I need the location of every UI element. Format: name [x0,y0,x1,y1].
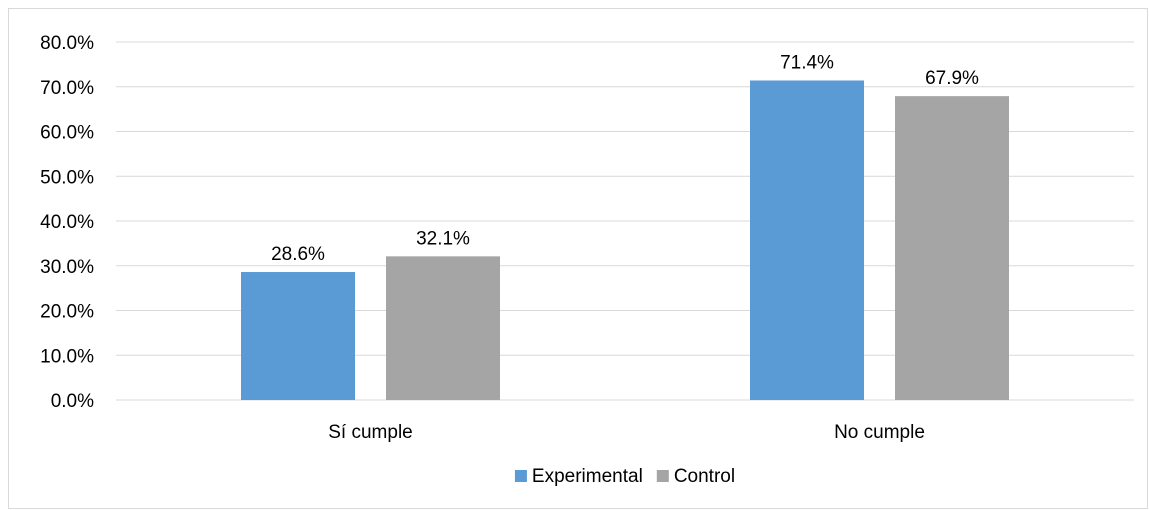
data-labels: 28.6% 32.1% 71.4% 67.9% [271,52,979,265]
legend-label-experimental: Experimental [532,466,643,487]
y-axis-ticks: 0.0% 10.0% 20.0% 30.0% 40.0% 50.0% 60.0% 70.0% 8… [40,33,94,412]
x-tick-label: Sí cumple [328,422,412,443]
y-tick-label: 0.0% [51,391,94,412]
y-tick-label: 50.0% [40,167,94,188]
bar-experimental-0 [241,272,355,400]
y-tick-label: 30.0% [40,257,94,278]
bars [241,80,1009,401]
bar-chart: 0.0% 10.0% 20.0% 30.0% 40.0% 50.0% 60.0% 70.0% 8… [40,33,1134,487]
data-label: 71.4% [780,52,834,73]
x-axis-ticks: Sí cumple No cumple [328,422,925,443]
data-label: 28.6% [271,244,325,265]
data-label: 32.1% [416,228,470,249]
x-tick-label: No cumple [834,422,925,443]
bar-experimental-1 [750,80,864,401]
y-tick-label: 20.0% [40,302,94,323]
bar-control-1 [895,96,1009,401]
legend: Experimental Control [514,466,735,487]
legend-swatch-control [656,470,669,482]
y-tick-label: 10.0% [40,346,94,367]
bar-control-0 [386,256,500,400]
legend-label-control: Control [674,466,735,487]
data-label: 67.9% [925,68,979,89]
y-tick-label: 70.0% [40,78,94,99]
chart-frame: 0.0% 10.0% 20.0% 30.0% 40.0% 50.0% 60.0% 70.0% 8… [8,8,1148,509]
y-tick-label: 80.0% [40,33,94,54]
y-tick-label: 40.0% [40,212,94,233]
legend-swatch-experimental [514,470,527,482]
y-tick-label: 60.0% [40,123,94,144]
